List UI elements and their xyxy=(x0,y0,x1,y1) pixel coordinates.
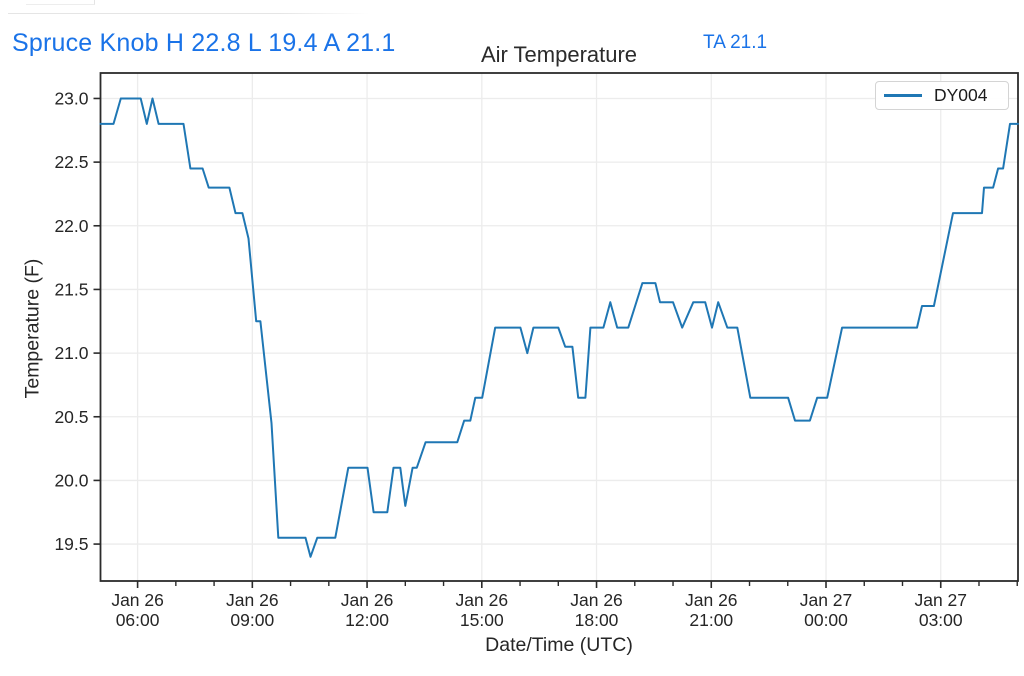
scrolled-content-edge xyxy=(26,0,95,5)
x-tick-label: Jan 26 xyxy=(570,590,623,610)
legend-line-swatch xyxy=(884,94,922,97)
y-tick-label: 22.0 xyxy=(54,216,88,236)
x-tick-label: Jan 26 xyxy=(226,590,279,610)
x-tick-label: 21:00 xyxy=(689,610,733,630)
y-axis-label: Temperature (F) xyxy=(21,258,44,399)
y-tick-label: 19.5 xyxy=(54,534,88,554)
series-line-DY004 xyxy=(99,97,1019,558)
plot-frame xyxy=(99,72,1019,582)
x-tick-label: 06:00 xyxy=(116,610,160,630)
y-tick-label: 21.5 xyxy=(54,279,88,299)
x-tick-label: 15:00 xyxy=(460,610,504,630)
legend-series-label: DY004 xyxy=(934,85,988,105)
y-tick-label: 20.5 xyxy=(54,407,88,427)
x-tick-label: 09:00 xyxy=(230,610,274,630)
station-summary-text: Spruce Knob H 22.8 L 19.4 A 21.1 xyxy=(12,29,396,57)
x-tick-label: Jan 26 xyxy=(685,590,738,610)
x-axis-label: Date/Time (UTC) xyxy=(485,634,633,656)
x-tick-label: Jan 26 xyxy=(456,590,509,610)
x-tick-label: Jan 27 xyxy=(914,590,967,610)
y-tick-label: 22.5 xyxy=(54,152,88,172)
y-tick-label: 23.0 xyxy=(54,88,88,108)
y-tick-label: 21.0 xyxy=(54,343,88,363)
x-tick-label: 03:00 xyxy=(919,610,963,630)
x-tick-label: 18:00 xyxy=(575,610,619,630)
chart-title: Air Temperature xyxy=(480,42,638,67)
x-tick-label: Jan 26 xyxy=(341,590,394,610)
top-divider xyxy=(8,13,370,14)
ta-current-reading: TA 21.1 xyxy=(703,32,768,53)
legend: DY004 xyxy=(875,81,1009,110)
y-tick-label: 20.0 xyxy=(54,470,88,490)
x-tick-label: Jan 27 xyxy=(800,590,853,610)
x-tick-label: 00:00 xyxy=(804,610,848,630)
x-tick-label: Jan 26 xyxy=(111,590,164,610)
x-tick-label: 12:00 xyxy=(345,610,389,630)
